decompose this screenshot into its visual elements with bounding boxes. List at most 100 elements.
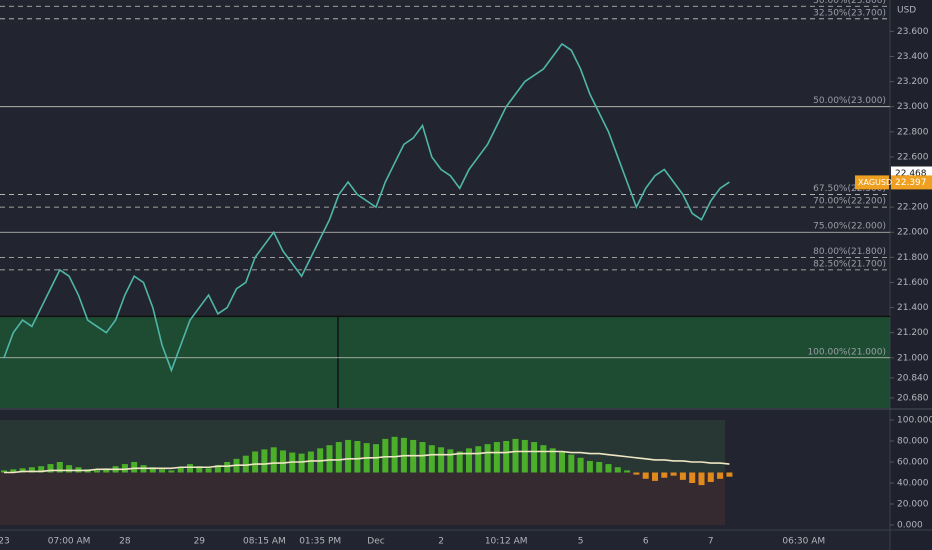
price-label: 22.468	[895, 169, 927, 179]
osc-bar	[38, 466, 45, 473]
x-tick-label: 6	[643, 537, 649, 547]
x-tick-label: 06:30 AM	[782, 537, 825, 547]
osc-bar	[531, 442, 538, 473]
osc-bar	[521, 439, 528, 473]
osc-bar	[707, 472, 714, 482]
osc-bar	[577, 457, 584, 473]
osc-bar	[624, 470, 631, 473]
osc-bar	[242, 455, 249, 473]
level-label: 80.00%(21.800)	[813, 247, 886, 257]
osc-bar	[540, 445, 547, 473]
osc-tick-label: 20.000	[897, 500, 929, 510]
osc-bar	[196, 466, 203, 473]
osc-bar	[224, 462, 231, 473]
osc-band	[0, 472, 725, 525]
y-tick-label: 22.000	[897, 228, 929, 238]
osc-bar	[103, 468, 110, 473]
y-tick-label: 21.000	[897, 353, 929, 363]
x-tick-label: 29	[194, 537, 206, 547]
symbol-label: XAGUSD	[858, 178, 892, 187]
osc-bar	[679, 472, 686, 480]
osc-bar	[484, 444, 491, 473]
price-label-bg	[891, 175, 932, 190]
osc-bar	[345, 439, 352, 473]
osc-bar	[447, 449, 454, 473]
osc-bar	[10, 469, 17, 473]
level-label: 30.00%(23.800)	[813, 0, 886, 6]
osc-bar	[391, 436, 398, 473]
osc-bar	[298, 453, 305, 473]
osc-bar	[596, 462, 603, 473]
osc-bar	[642, 472, 649, 479]
osc-bar	[652, 472, 658, 481]
osc-bar	[121, 464, 128, 473]
osc-bar	[503, 441, 510, 473]
osc-bar	[131, 462, 138, 473]
osc-bar	[252, 451, 259, 473]
x-tick-label: 01:35 PM	[299, 537, 341, 547]
osc-bar	[270, 447, 277, 473]
level-label: 67.50%(22.300)	[813, 184, 886, 194]
osc-bar	[605, 464, 612, 473]
osc-bar	[261, 449, 268, 473]
osc-bar	[493, 442, 500, 473]
x-tick-label: 2	[438, 537, 444, 547]
osc-bar	[149, 467, 156, 473]
osc-bar	[698, 472, 705, 486]
y-tick-label: 23.200	[897, 77, 929, 87]
osc-bar	[280, 450, 286, 473]
osc-tick-label: 0.000	[897, 521, 923, 531]
osc-bar	[1, 470, 7, 473]
osc-ma	[4, 450, 730, 474]
osc-bar	[428, 445, 435, 473]
y-tick-label: 23.000	[897, 102, 929, 112]
osc-bar	[512, 438, 519, 473]
osc-bar	[187, 464, 193, 473]
osc-tick-label: 60.000	[897, 458, 929, 468]
osc-bar	[56, 462, 63, 473]
y-tick-label: 22.200	[897, 203, 929, 213]
level-label: 100.00%(21.000)	[807, 347, 886, 357]
osc-tick-label: 40.000	[897, 479, 929, 489]
y-tick-label: 22.600	[897, 152, 929, 162]
x-tick-label: 28	[119, 537, 131, 547]
osc-bar	[670, 472, 677, 476]
osc-bar	[177, 467, 184, 473]
osc-bar	[19, 468, 26, 473]
osc-bar	[335, 442, 342, 473]
x-tick-label: Dec	[367, 537, 384, 547]
osc-bar	[559, 451, 565, 473]
osc-bar	[205, 468, 212, 473]
y-tick-label: 21.800	[897, 253, 929, 263]
osc-bar	[419, 442, 426, 473]
y-tick-label: 21.400	[897, 303, 929, 313]
osc-bar	[456, 451, 463, 473]
x-tick-label: 10:12 AM	[485, 537, 528, 547]
osc-tick-label: 80.000	[897, 437, 929, 447]
osc-bar	[214, 465, 221, 473]
osc-bar	[661, 472, 668, 478]
osc-bar	[475, 446, 482, 473]
osc-bar	[159, 469, 166, 473]
osc-bar	[47, 464, 54, 473]
osc-bar	[168, 470, 175, 473]
osc-bar	[326, 445, 333, 473]
level-label: 32.50%(23.700)	[813, 8, 886, 18]
osc-bar	[717, 472, 724, 479]
price-line	[3, 42, 730, 373]
y-tick-label: 20.840	[897, 373, 929, 383]
osc-bar	[466, 448, 472, 473]
x-tick-label: 23	[0, 537, 10, 547]
osc-bar	[66, 465, 73, 473]
price-label: 22.397	[895, 178, 927, 188]
osc-bar	[586, 460, 593, 473]
osc-tick-label: 100.000	[897, 416, 932, 426]
level-label: 82.50%(21.700)	[813, 259, 886, 269]
osc-bar	[568, 454, 575, 473]
osc-bar	[689, 472, 696, 483]
osc-bar	[549, 448, 556, 473]
x-tick-label: 08:15 AM	[243, 537, 286, 547]
zone	[0, 316, 890, 408]
y-tick-label: 23.600	[897, 27, 929, 37]
